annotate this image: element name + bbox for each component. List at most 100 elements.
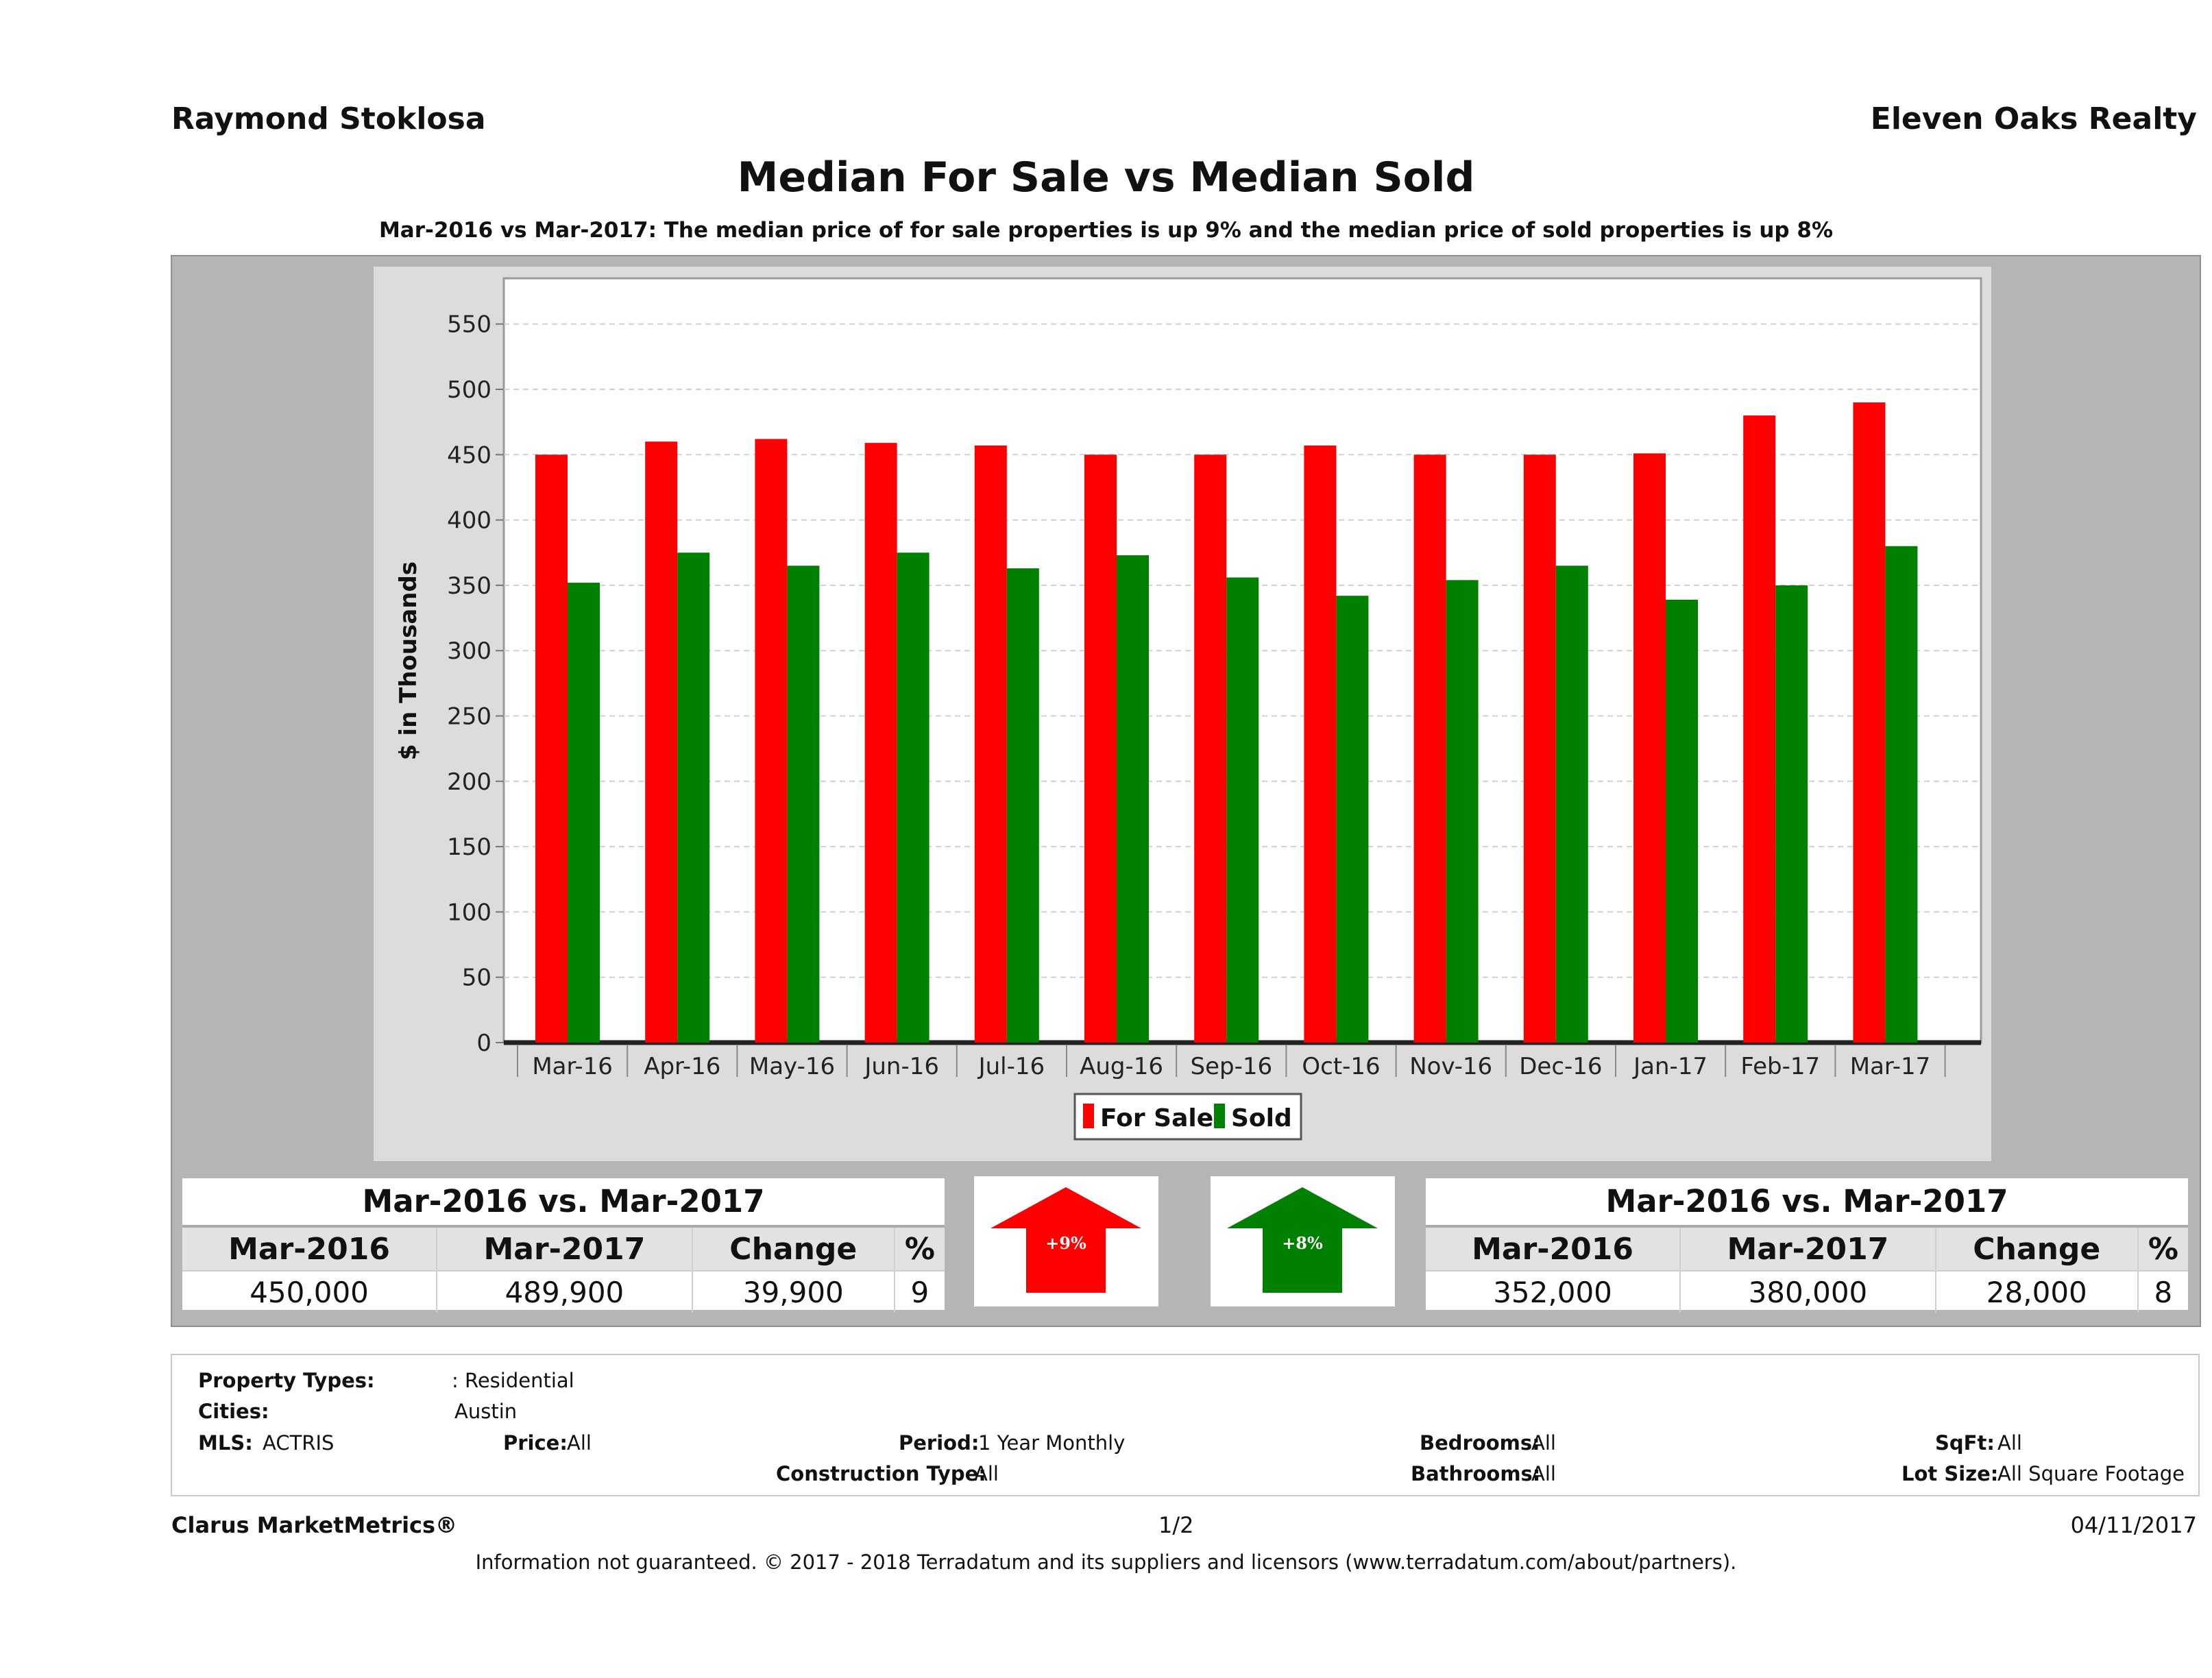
bar-for-sale-aug-16 [1084,454,1117,1043]
price-label: Price: [503,1431,568,1455]
disclaimer: Information not guaranteed. © 2017 - 201… [475,1551,1737,1574]
x-tick-label: Dec-16 [1519,1053,1602,1080]
bar-for-sale-mar-16 [535,454,568,1043]
bar-sold-mar-16 [568,583,600,1043]
for-sale-header-end: Mar-2017 [437,1228,693,1272]
bar-sold-jan-17 [1666,599,1698,1043]
legend-label-for-sale: For Sale [1100,1104,1213,1132]
for-sale-header-change: Change [692,1228,895,1272]
footer-brand: Clarus MarketMetrics® [171,1512,458,1538]
bar-sold-aug-16 [1117,555,1149,1043]
bar-for-sale-may-16 [755,439,788,1043]
construction-type-label: Construction Type: [776,1462,986,1485]
cities-value: Austin [454,1400,518,1423]
for-sale-header-start: Mar-2016 [182,1228,438,1272]
chart-frame: 0 50 100 150 200 250 300 350 400 450 500 550 Mar-16… [374,267,1991,1161]
legend-label-sold: Sold [1231,1104,1292,1132]
for-sale-header-pct: % [894,1228,945,1272]
mls-value: ACTRIS [263,1431,335,1455]
price-value: All [567,1431,592,1455]
property-types-value: : Residential [452,1369,574,1392]
for-sale-stats-caption: Mar-2016 vs. Mar-2017 [182,1178,945,1228]
sold-header-change: Change [1935,1228,2139,1272]
period-label: Period: [899,1431,980,1455]
up-arrow-icon [1227,1187,1378,1293]
y-tick-label: 550 [447,311,491,339]
y-tick-label: 350 [447,572,491,600]
bar-sold-may-16 [787,566,820,1043]
gridlines [504,323,1981,978]
bathrooms-label: Bathrooms: [1411,1462,1541,1485]
mls-label: MLS: [198,1431,253,1455]
bar-sold-sep-16 [1226,577,1259,1043]
bedrooms-label: Bedrooms: [1420,1431,1540,1455]
for-sale-change-value: 39,900 [692,1271,895,1313]
sold-start-value: 352,000 [1426,1271,1681,1313]
bathrooms-value: All [1531,1462,1556,1485]
bar-for-sale-apr-16 [645,441,678,1043]
y-tick-label: 400 [447,507,491,535]
x-tick-label: Nov-16 [1409,1053,1492,1080]
sold-end-value: 380,000 [1680,1271,1936,1313]
x-tick-label: May-16 [749,1053,835,1080]
y-tick-label: 300 [447,637,491,665]
sold-stats-table: Mar-2016 vs. Mar-2017 Mar-2016 Mar-2017 … [1426,1178,2188,1313]
bar-chart: 0 50 100 150 200 250 300 350 400 450 500 550 Mar-16… [395,277,1982,1141]
bars [535,402,1918,1043]
bar-for-sale-sep-16 [1194,454,1227,1043]
cities-label: Cities: [198,1400,269,1423]
x-tick-label: Jun-16 [863,1053,939,1080]
for-sale-end-value: 489,900 [437,1271,693,1313]
x-tick-label: Apr-16 [644,1053,720,1080]
sold-stats-caption: Mar-2016 vs. Mar-2017 [1426,1178,2188,1228]
bar-for-sale-feb-17 [1743,415,1776,1043]
bar-sold-feb-17 [1775,585,1808,1043]
page-number: 1/2 [1158,1512,1194,1538]
x-tick-label: Sep-16 [1190,1053,1272,1080]
legend-swatch-for-sale [1083,1104,1094,1128]
bar-for-sale-mar-17 [1853,402,1886,1043]
bedrooms-value: All [1531,1431,1556,1455]
sold-change-arrow: +8% [1211,1176,1395,1306]
bar-for-sale-jul-16 [974,445,1007,1043]
sold-header-pct: % [2137,1228,2188,1272]
chart-subtitle: Mar-2016 vs Mar-2017: The median price o… [378,218,1834,243]
for-sale-start-value: 450,000 [182,1271,438,1313]
bar-for-sale-nov-16 [1413,454,1446,1043]
bar-sold-oct-16 [1336,596,1369,1043]
agent-name: Raymond Stoklosa [171,101,486,136]
property-types-label: Property Types: [198,1369,375,1392]
x-tick-label: Jul-16 [977,1053,1045,1080]
report-date: 04/11/2017 [2070,1512,2197,1538]
bar-sold-jul-16 [1006,568,1039,1043]
sold-change-value: 28,000 [1935,1271,2139,1313]
bar-sold-dec-16 [1555,566,1588,1043]
bar-for-sale-oct-16 [1304,445,1337,1043]
y-tick-label: 450 [447,441,491,469]
x-axis-ticks: Mar-16 Apr-16 May-16 Jun-16 Jul-16 Aug-16 Sep-… [517,1045,1946,1080]
bar-for-sale-jan-17 [1633,453,1666,1043]
construction-type-value: All [974,1462,999,1485]
sold-pct-value: 8 [2154,1275,2173,1309]
for-sale-stats-table: Mar-2016 vs. Mar-2017 Mar-2016 Mar-2017 … [182,1178,945,1313]
sqft-label: SqFt: [1935,1431,1995,1455]
y-axis-label: $ in Thousands [395,561,422,760]
bar-sold-mar-17 [1885,546,1918,1043]
legend-swatch-sold [1214,1104,1225,1128]
bar-for-sale-jun-16 [864,443,897,1043]
sqft-value: All [1997,1431,2022,1455]
for-sale-arrow-label: +9% [1045,1233,1086,1253]
x-tick-label: Mar-17 [1850,1053,1931,1080]
x-tick-label: Jan-17 [1632,1053,1707,1080]
for-sale-pct-value: 9 [910,1275,929,1309]
y-tick-label: 500 [447,376,491,404]
y-tick-label: 200 [447,768,491,796]
lot-size-label: Lot Size: [1901,1462,1999,1485]
sold-header-end: Mar-2017 [1680,1228,1936,1272]
x-tick-label: Mar-16 [532,1053,613,1080]
report-criteria: Property Types: : Residential Cities: Au… [171,1354,2200,1496]
period-value: 1 Year Monthly [978,1431,1126,1455]
y-tick-label: 100 [447,899,491,926]
lot-size-value: All Square Footage [1997,1462,2185,1485]
x-tick-label: Aug-16 [1080,1053,1163,1080]
